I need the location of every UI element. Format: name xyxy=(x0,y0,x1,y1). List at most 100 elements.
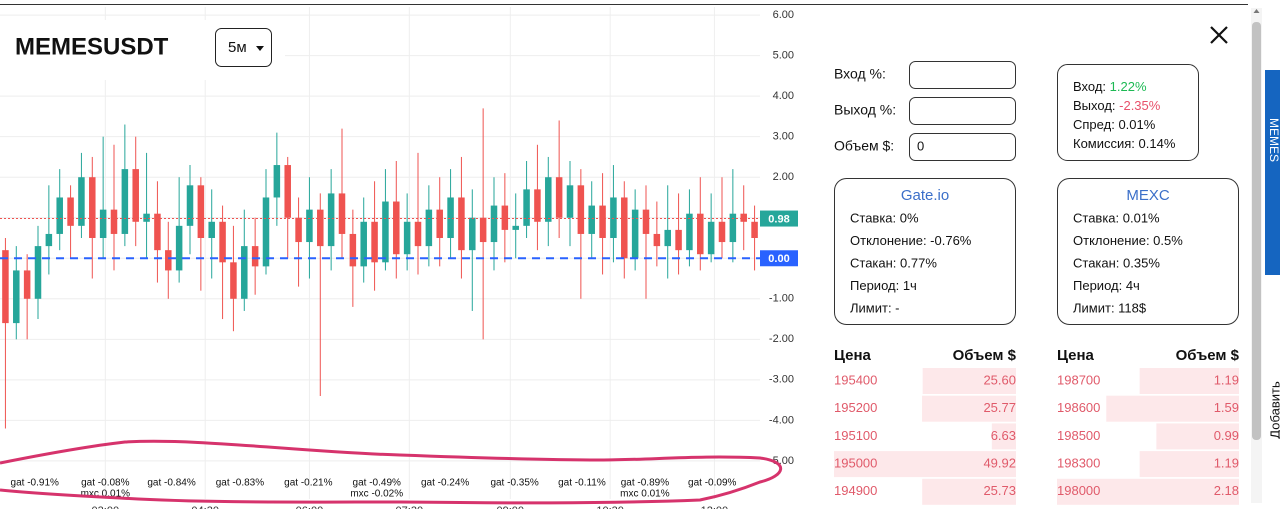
summary-value: 0.01% xyxy=(1118,117,1155,132)
candle-body xyxy=(295,217,302,243)
candle-body xyxy=(284,165,291,218)
scroll-up-arrow[interactable] xyxy=(1253,9,1260,13)
annotation: gat -0.83% xyxy=(216,478,264,489)
candle-body xyxy=(621,197,628,259)
dropdown-arrow xyxy=(256,46,264,51)
exchange-name: MEXC xyxy=(1126,187,1170,204)
annotation: mxc 0.01% xyxy=(81,489,131,500)
candle-body xyxy=(175,225,183,271)
symbol-title: MEMESUSDT xyxy=(15,33,169,60)
close-button[interactable] xyxy=(1210,26,1228,44)
ask-volume: 0.99 xyxy=(1214,428,1239,443)
candle-body xyxy=(165,250,172,271)
exchange-box xyxy=(1057,178,1239,325)
exchange-stat: Ставка: 0.01% xyxy=(1073,210,1160,225)
annotation: gat -0.84% xyxy=(147,478,195,489)
x-tick-label: 03:00 xyxy=(92,505,120,509)
column-header: Объем $ xyxy=(1176,347,1240,364)
candle-body xyxy=(262,197,270,267)
ask-price: 198500 xyxy=(1057,428,1100,443)
candle-body xyxy=(382,201,389,263)
annotation: mxc 0.01% xyxy=(620,489,670,500)
candle-body xyxy=(371,221,378,263)
candle-body xyxy=(534,189,541,222)
summary-label: Вход: xyxy=(1073,79,1106,94)
text-input[interactable] xyxy=(909,97,1016,125)
ask-price: 198000 xyxy=(1057,483,1100,498)
candle-body xyxy=(707,221,715,255)
text-input[interactable] xyxy=(909,61,1016,89)
volume-bar xyxy=(922,478,1016,505)
annotation: gat -0.49% xyxy=(353,478,401,489)
candle-body xyxy=(425,209,433,247)
sidebar-tab-label: MEMES xyxy=(1267,118,1280,162)
candle-body xyxy=(2,250,9,324)
candle-body xyxy=(393,201,400,255)
highlight-outline xyxy=(0,439,783,505)
y-tick-label: -5.00 xyxy=(769,455,794,467)
candle-body xyxy=(479,217,487,243)
candle-body xyxy=(740,213,747,222)
candle-body xyxy=(566,185,574,218)
candle-body xyxy=(56,197,63,234)
candle-body xyxy=(501,205,509,230)
candle-body xyxy=(154,213,161,251)
y-tick-label: 4.00 xyxy=(773,90,794,102)
volume-bar xyxy=(1139,368,1239,394)
candle-body xyxy=(360,221,367,267)
close-icon[interactable] xyxy=(1210,26,1228,44)
candle-body xyxy=(697,213,704,255)
chart: 6.005.004.003.002.001.000.00-1.00-2.00-3… xyxy=(0,7,798,509)
ask-volume: 49.92 xyxy=(983,456,1016,471)
candle-body xyxy=(642,209,650,234)
summary-label: Выход: xyxy=(1073,98,1116,113)
candle-body xyxy=(251,246,259,267)
y-tick-label: 2.00 xyxy=(773,171,794,183)
ask-price: 198700 xyxy=(1057,372,1100,387)
annotation: mxc -0.02% xyxy=(350,489,403,500)
exchange-stat: Ставка: 0% xyxy=(850,210,919,225)
candle-body xyxy=(78,177,85,226)
volume-bar xyxy=(991,423,1016,450)
exchange-stat: Стакан: 0.35% xyxy=(1073,255,1160,270)
candle-body xyxy=(436,209,443,238)
annotation: gat -0.91% xyxy=(11,478,59,489)
text-input[interactable] xyxy=(909,133,1016,161)
x-tick-label: 04:30 xyxy=(191,505,219,509)
column-header: Цена xyxy=(834,347,872,364)
y-tick-label: 5.00 xyxy=(773,50,794,62)
ask-volume: 2.18 xyxy=(1214,483,1239,498)
price-label-box xyxy=(760,210,798,227)
candle-body xyxy=(469,217,476,251)
candle-body xyxy=(675,229,682,251)
candle-body xyxy=(132,169,139,222)
field-label: Выход %: xyxy=(834,102,896,118)
interval-dropdown[interactable] xyxy=(215,28,272,67)
volume-bar xyxy=(1139,451,1239,478)
side-panel: Вход %: Выход %: Объем $: 0 Вход: 1.22% Выход… xyxy=(834,61,1240,505)
exchange-stat: Период: 1ч xyxy=(850,278,917,293)
summary-line: Выход: -2.35% xyxy=(1073,98,1161,113)
add-button[interactable]: Добавить xyxy=(1267,381,1280,439)
volume-bar xyxy=(922,368,1016,394)
summary-line: Комиссия: 0.14% xyxy=(1073,136,1176,151)
y-tick-label: -2.00 xyxy=(769,333,794,345)
annotation: gat -0.21% xyxy=(284,478,332,489)
scrollbar-thumb[interactable] xyxy=(1252,22,1261,440)
candle-body xyxy=(577,185,585,234)
ask-price: 198600 xyxy=(1057,400,1100,415)
candle-body xyxy=(523,189,530,226)
candle-body xyxy=(13,270,20,324)
annotation: gat -0.89% xyxy=(621,478,669,489)
candle-body xyxy=(23,270,31,299)
x-tick-label: 06:00 xyxy=(296,505,324,509)
candle-body xyxy=(458,197,465,251)
candle-body xyxy=(143,213,150,222)
summary-value: 0.14% xyxy=(1139,136,1176,151)
exchange-name: Gate.io xyxy=(901,187,949,204)
sidebar-tab[interactable] xyxy=(1265,70,1280,275)
y-tick-label: 3.00 xyxy=(773,131,794,143)
x-tick-label: 10:30 xyxy=(596,505,624,509)
